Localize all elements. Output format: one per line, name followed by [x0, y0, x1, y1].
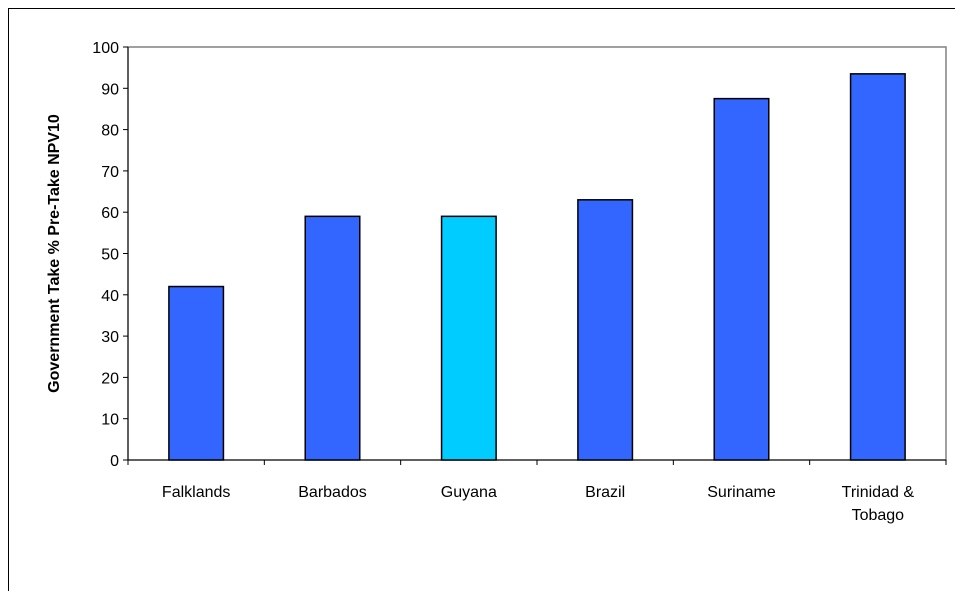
bar-barbados — [304, 215, 361, 461]
y-tick-label: 70 — [101, 164, 119, 181]
x-tick-label: Guyana — [441, 484, 497, 501]
x-tick-label: Suriname — [707, 484, 776, 501]
bar-brazil — [577, 199, 634, 461]
x-tick-label: Barbados — [298, 484, 367, 501]
y-tick-label: 80 — [101, 123, 119, 140]
y-tick-label: 50 — [101, 247, 119, 264]
bar-falklands — [168, 285, 225, 461]
y-tick-label: 90 — [101, 81, 119, 98]
y-axis: 0 10 20 30 40 50 60 70 80 90 100 — [92, 40, 129, 470]
x-tick-label: Brazil — [585, 484, 625, 501]
x-tick-label: Trinidad & Tobago — [842, 484, 915, 524]
bar-guyana — [440, 215, 497, 461]
y-tick-label: 100 — [92, 40, 119, 57]
bar-trinidad-tobago — [849, 73, 906, 461]
y-axis-title: Government Take % Pre-Take NPV10 — [46, 114, 63, 393]
plot-border — [127, 46, 947, 461]
plot-area — [127, 46, 947, 461]
y-tick-label: 0 — [110, 453, 119, 470]
y-tick-label: 30 — [101, 329, 119, 346]
x-axis: Falklands Barbados Guyana Brazil Suriname Tri… — [127, 459, 947, 524]
x-tick-label: Falklands — [162, 484, 230, 501]
y-tick-label: 10 — [101, 412, 119, 429]
y-tick-label: 20 — [101, 370, 119, 387]
y-tick-label: 60 — [101, 205, 119, 222]
bar-suriname — [713, 97, 770, 461]
bars — [168, 73, 906, 461]
y-tick-label: 40 — [101, 288, 119, 305]
